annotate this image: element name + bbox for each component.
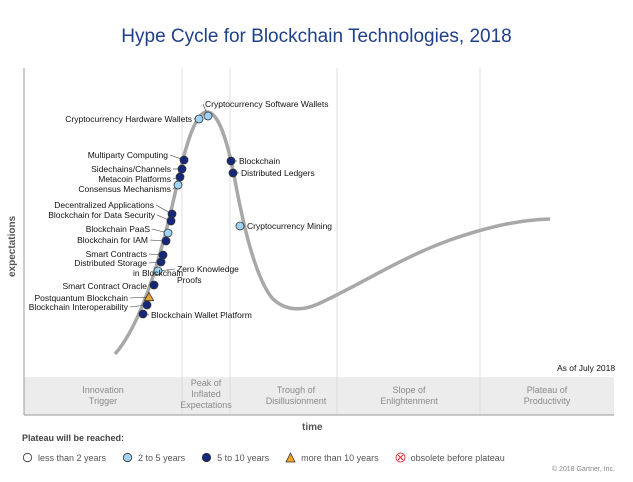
label-distributed-storage-in-blockchain: Distributed Storage: [74, 258, 147, 268]
marker-smart-contract-oracle: [149, 280, 159, 290]
label-blockchain-paas: Blockchain PaaS: [86, 224, 151, 234]
circle-icon: [201, 452, 212, 463]
connector-postquantum-blockchain: [129, 296, 150, 299]
marker-sidechains-channels: [177, 164, 187, 174]
marker-consensus-mechanisms: [173, 180, 183, 190]
phase-label: Plateau of: [527, 385, 568, 395]
label-blockchain-interoperability: Blockchain Interoperability: [29, 302, 129, 312]
label-cryptocurrency-hardware-wallets: Cryptocurrency Hardware Wallets: [65, 114, 192, 124]
phase-label: Disillusionment: [266, 396, 327, 406]
legend-label: 5 to 10 years: [217, 452, 270, 463]
marker-blockchain: [226, 156, 236, 166]
marker-cryptocurrency-hardware-wallets: [194, 114, 204, 124]
label-cryptocurrency-software-wallets: Cryptocurrency Software Wallets: [205, 99, 328, 109]
label-zero-knowledge-proofs-line2: Proofs: [177, 275, 202, 285]
obsolete-icon: [395, 452, 406, 463]
label-postquantum-blockchain: Postquantum Blockchain: [34, 293, 128, 303]
legend: less than 2 years 2 to 5 years 5 to 10 yea…: [22, 452, 521, 463]
label-sidechains-channels: Sidechains/Channels: [91, 164, 171, 174]
y-axis-label: expectations: [7, 215, 18, 277]
marker-zero-knowledge-proofs: [153, 266, 163, 276]
phase-label: Trigger: [89, 396, 117, 406]
label-smart-contract-oracle: Smart Contract Oracle: [62, 281, 147, 291]
label-blockchain-for-iam: Blockchain for IAM: [77, 235, 148, 245]
label-blockchain-for-data-security: Blockchain for Data Security: [48, 210, 156, 220]
circle-icon: [22, 452, 33, 463]
circle-icon: [122, 452, 133, 463]
label-distributed-storage-in-blockchain-line2: in Blockchain: [133, 268, 183, 278]
marker-cryptocurrency-mining: [235, 221, 245, 231]
x-axis-label: time: [302, 422, 323, 430]
legend-label: 2 to 5 years: [138, 452, 186, 463]
marker-metacoin-platforms: [175, 172, 185, 182]
label-blockchain-wallet-platform: Blockchain Wallet Platform: [151, 310, 252, 320]
marker-multiparty-computing: [179, 155, 189, 165]
copyright-label: © 2018 Gartner, Inc.: [551, 466, 615, 473]
marker-cryptocurrency-software-wallets: [203, 111, 213, 121]
legend-item-more-than-10-years: more than 10 years: [285, 452, 379, 463]
legend-label: obsolete before plateau: [410, 452, 505, 463]
label-multiparty-computing: Multiparty Computing: [88, 150, 169, 160]
legend-item-less-than-2-years: less than 2 years: [22, 452, 106, 463]
phase-label: Inflated: [191, 389, 221, 399]
chart-title: Hype Cycle for Blockchain Technologies, …: [121, 26, 512, 47]
label-decentralized-applications: Decentralized Applications: [54, 200, 154, 210]
marker-postquantum-blockchain: [143, 291, 155, 302]
phase-label: Enlightenment: [380, 396, 438, 406]
legend-title: Plateau will be reached:: [22, 433, 125, 443]
label-smart-contracts: Smart Contracts: [86, 249, 147, 259]
as-of-label: As of July 2018: [557, 363, 615, 373]
marker-distributed-ledgers: [228, 168, 238, 178]
label-blockchain: Blockchain: [239, 156, 280, 166]
marker-blockchain-paas: [163, 228, 173, 238]
legend-item-obsolete-before-plateau: obsolete before plateau: [395, 452, 505, 463]
marker-distributed-storage-in-blockchain: [156, 257, 166, 267]
legend-label: less than 2 years: [38, 452, 107, 463]
triangle-icon: [285, 452, 296, 463]
phase-label: Trough of: [277, 385, 316, 395]
label-cryptocurrency-mining: Cryptocurrency Mining: [247, 221, 332, 231]
phase-label: Peak of: [191, 378, 222, 388]
marker-blockchain-wallet-platform: [138, 309, 148, 319]
legend-label: more than 10 years: [301, 452, 379, 463]
marker-blockchain-interoperability: [142, 300, 152, 310]
label-zero-knowledge-proofs: Zero Knowledge: [177, 264, 239, 274]
label-distributed-ledgers: Distributed Ledgers: [241, 168, 315, 178]
phase-band: [24, 377, 614, 415]
marker-blockchain-for-data-security: [166, 216, 176, 226]
phase-label: Expectations: [180, 400, 232, 410]
label-metacoin-platforms: Metacoin Platforms: [98, 174, 171, 184]
phase-label: Innovation: [82, 385, 124, 395]
legend-item-5-to-10-years: 5 to 10 years: [201, 452, 269, 463]
label-consensus-mechanisms: Consensus Mechanisms: [78, 184, 171, 194]
phase-label: Slope of: [392, 385, 426, 395]
marker-blockchain-for-iam: [161, 236, 171, 246]
phase-label: Productivity: [524, 396, 571, 406]
legend-item-2-to-5-years: 2 to 5 years: [122, 452, 185, 463]
